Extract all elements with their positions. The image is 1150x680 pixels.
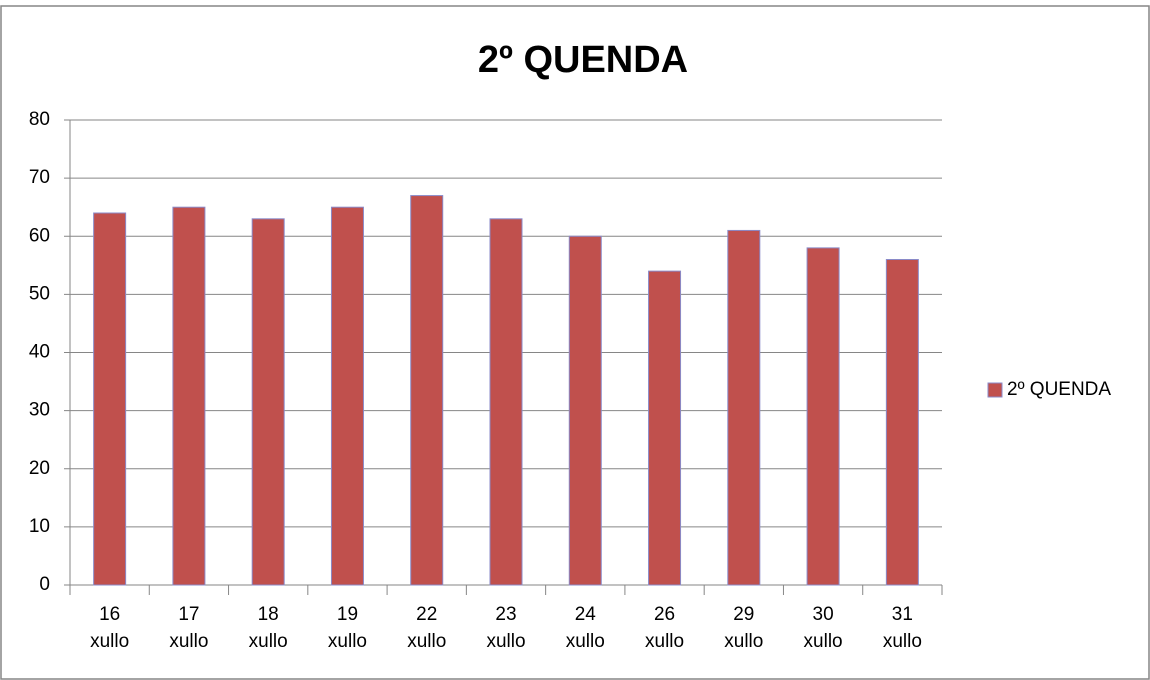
- x-tick-label: 24 xullo: [566, 604, 605, 652]
- bar: [489, 218, 523, 586]
- x-tick-label: 22 xullo: [407, 604, 446, 652]
- x-tick-label: 29 xullo: [724, 604, 763, 652]
- y-tick-label: 30: [29, 400, 50, 421]
- y-tick-label: 60: [29, 225, 50, 246]
- legend-label: 2º QUENDA: [1007, 379, 1111, 400]
- x-tick-label: 17 xullo: [169, 604, 208, 652]
- bar: [93, 212, 127, 586]
- y-tick-label: 10: [29, 516, 50, 537]
- y-tick-label: 40: [29, 342, 50, 363]
- bar: [410, 195, 444, 586]
- bar: [251, 218, 285, 586]
- chart-title: 2º QUENDA: [478, 39, 688, 81]
- bar: [727, 229, 761, 586]
- x-tick-label: 31 xullo: [883, 604, 922, 652]
- bar: [648, 270, 682, 586]
- bar: [330, 206, 364, 586]
- x-tick-label: 16 xullo: [90, 604, 129, 652]
- bar: [172, 206, 206, 586]
- y-tick-label: 70: [29, 167, 50, 188]
- legend-swatch: [987, 382, 1003, 398]
- bar: [806, 247, 840, 586]
- x-tick-label: 26 xullo: [645, 604, 684, 652]
- y-tick-label: 20: [29, 458, 50, 479]
- y-tick-label: 80: [29, 109, 50, 130]
- x-tick-label: 18 xullo: [249, 604, 288, 652]
- bar: [568, 235, 602, 586]
- x-tick-label: 19 xullo: [328, 604, 367, 652]
- y-tick-label: 50: [29, 283, 50, 304]
- x-tick-label: 30 xullo: [804, 604, 843, 652]
- x-tick-label: 23 xullo: [486, 604, 525, 652]
- y-tick-label: 0: [39, 574, 50, 595]
- bar: [885, 259, 919, 586]
